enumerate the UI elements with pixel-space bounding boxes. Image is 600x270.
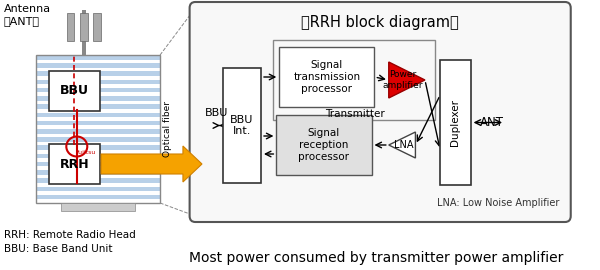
- Bar: [36, 104, 160, 109]
- Bar: [36, 121, 160, 125]
- Bar: [36, 63, 160, 68]
- Bar: [36, 137, 160, 142]
- Text: Signal
transmission
processor: Signal transmission processor: [293, 60, 361, 94]
- Text: LNA: LNA: [394, 140, 414, 150]
- Text: BBU: Base Band Unit: BBU: Base Band Unit: [4, 244, 112, 254]
- Bar: [36, 72, 160, 76]
- Text: Most power consumed by transmitter power amplifier: Most power consumed by transmitter power…: [189, 251, 563, 265]
- Polygon shape: [101, 146, 202, 182]
- Bar: [36, 195, 160, 199]
- Text: Duplexer: Duplexer: [451, 99, 460, 146]
- Bar: [440, 60, 470, 185]
- Bar: [277, 115, 371, 175]
- Bar: [36, 178, 160, 183]
- Text: Optical fiber: Optical fiber: [163, 101, 172, 157]
- Bar: [36, 187, 160, 191]
- Text: RRH: RRH: [59, 157, 89, 170]
- Text: RRH: Remote Radio Head: RRH: Remote Radio Head: [4, 230, 136, 240]
- Polygon shape: [389, 62, 425, 98]
- Polygon shape: [389, 132, 415, 158]
- Text: 『RRH block diagram』: 『RRH block diagram』: [301, 15, 459, 29]
- Bar: [94, 13, 101, 41]
- Bar: [82, 10, 86, 55]
- Bar: [36, 146, 160, 150]
- Bar: [223, 68, 261, 183]
- Text: BBU: BBU: [205, 109, 228, 119]
- FancyBboxPatch shape: [190, 2, 571, 222]
- Text: BBU: BBU: [60, 85, 89, 97]
- FancyBboxPatch shape: [49, 71, 100, 111]
- Bar: [36, 162, 160, 166]
- Bar: [80, 13, 88, 41]
- Bar: [279, 47, 374, 107]
- Bar: [274, 40, 436, 120]
- Bar: [36, 55, 160, 203]
- Text: ANT: ANT: [479, 116, 503, 129]
- FancyBboxPatch shape: [49, 144, 100, 184]
- Bar: [36, 96, 160, 101]
- Text: Power
amplifier: Power amplifier: [382, 70, 423, 90]
- Text: Antenna
（ANT）: Antenna （ANT）: [4, 4, 51, 26]
- Bar: [36, 113, 160, 117]
- Bar: [67, 13, 74, 41]
- Bar: [36, 80, 160, 84]
- Text: Signal
reception
processor: Signal reception processor: [298, 129, 349, 162]
- Bar: [36, 88, 160, 92]
- Text: LNA: Low Noise Amplifier: LNA: Low Noise Amplifier: [437, 198, 559, 208]
- Text: fujitsu: fujitsu: [77, 150, 96, 155]
- Bar: [36, 170, 160, 175]
- Bar: [36, 154, 160, 158]
- Text: BBU
Int.: BBU Int.: [230, 115, 254, 136]
- Bar: [36, 129, 160, 134]
- Bar: [36, 55, 160, 59]
- Bar: [61, 203, 135, 211]
- Text: Transmitter: Transmitter: [325, 109, 385, 119]
